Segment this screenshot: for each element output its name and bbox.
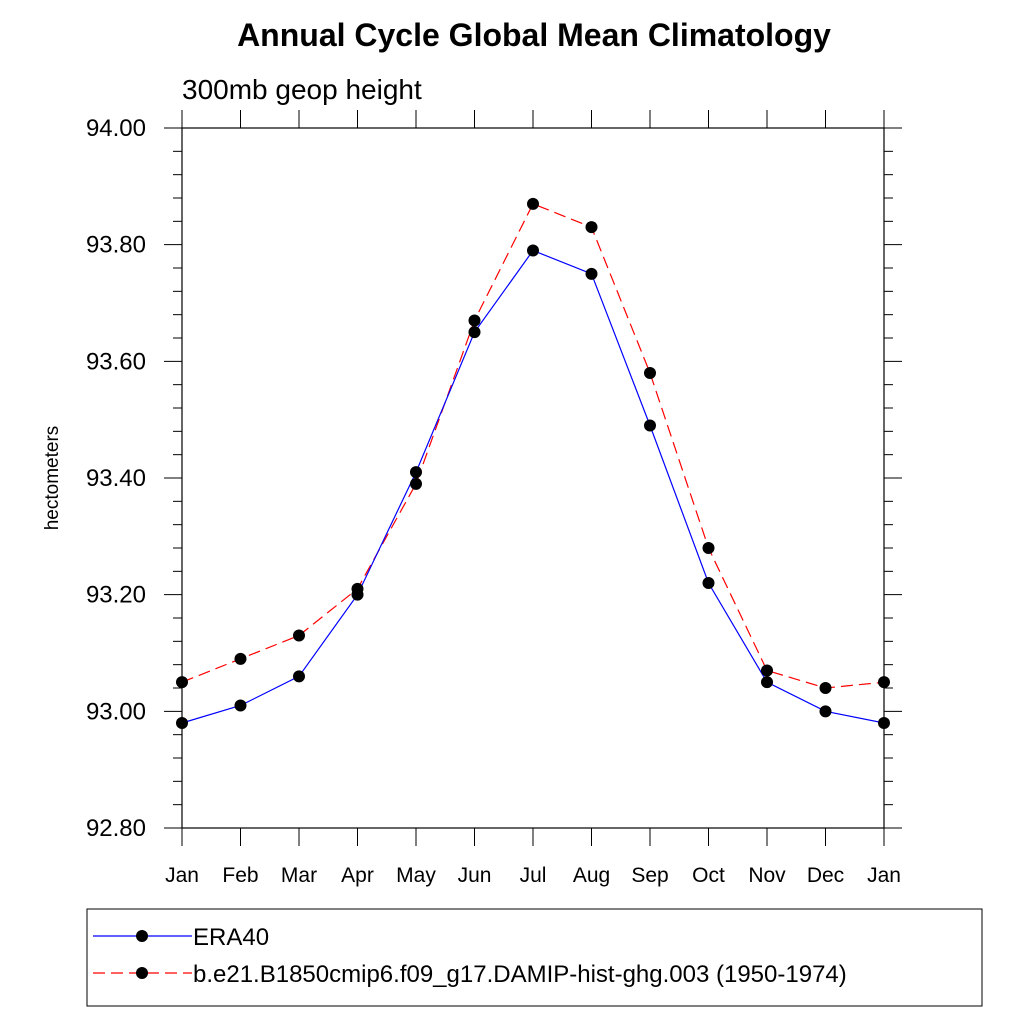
data-point-0 bbox=[878, 717, 890, 729]
legend-label-1: b.e21.B1850cmip6.f09_g17.DAMIP-hist-ghg.… bbox=[193, 961, 847, 988]
y-tick-label: 93.00 bbox=[86, 698, 146, 725]
plot-frame bbox=[181, 127, 885, 829]
data-point-1 bbox=[585, 221, 598, 234]
series-layer bbox=[176, 197, 890, 729]
legend-label-0: ERA40 bbox=[193, 924, 269, 951]
y-tick-label: 92.80 bbox=[86, 815, 146, 842]
data-point-1 bbox=[293, 629, 305, 642]
data-point-0 bbox=[293, 670, 305, 683]
y-tick-label: 94.00 bbox=[86, 115, 146, 142]
data-point-1 bbox=[234, 652, 247, 665]
chart-title: Annual Cycle Global Mean Climatology bbox=[237, 17, 831, 53]
data-point-0 bbox=[644, 419, 656, 432]
legend: ERA40 b.e21.B1850cmip6.f09_g17.DAMIP-hist… bbox=[93, 924, 847, 988]
x-tick-label: Apr bbox=[341, 864, 374, 887]
x-tick-label: Oct bbox=[692, 864, 725, 887]
x-tick-label: Jan bbox=[165, 864, 199, 887]
x-tick-label: Sep bbox=[631, 864, 668, 887]
data-point-0 bbox=[585, 267, 598, 280]
x-tick-label: Nov bbox=[748, 864, 786, 887]
legend-marker-0 bbox=[136, 930, 148, 942]
x-tick-label: Mar bbox=[281, 864, 317, 887]
data-point-0 bbox=[234, 699, 247, 712]
x-tick-label: Feb bbox=[222, 864, 258, 887]
y-axis-label: hectometers bbox=[42, 426, 63, 531]
data-point-0 bbox=[410, 466, 422, 479]
series-line-1 bbox=[181, 203, 885, 689]
data-point-0 bbox=[176, 717, 188, 729]
data-point-0 bbox=[819, 705, 832, 718]
axis-ticks: 92.80 93.00 93.20 93.40 93.60 93.80 94.00 Jan Fe… bbox=[86, 110, 902, 887]
legend-marker-1 bbox=[136, 967, 148, 979]
data-point-1 bbox=[702, 542, 715, 554]
y-tick-label: 93.60 bbox=[86, 348, 146, 375]
chart-subtitle: 300mb geop height bbox=[182, 74, 422, 105]
data-point-0 bbox=[468, 326, 481, 339]
data-point-0 bbox=[702, 577, 715, 589]
y-tick-label: 93.40 bbox=[86, 465, 146, 492]
x-tick-label: May bbox=[396, 864, 436, 887]
series-line-0 bbox=[181, 249, 885, 724]
data-point-1 bbox=[468, 314, 481, 327]
data-point-1 bbox=[527, 197, 539, 210]
x-tick-label: Jan bbox=[867, 864, 901, 887]
data-point-0 bbox=[527, 244, 539, 257]
data-point-0 bbox=[761, 676, 773, 689]
x-tick-label: Jun bbox=[458, 864, 492, 887]
data-point-1 bbox=[761, 664, 773, 677]
data-point-1 bbox=[819, 682, 832, 694]
data-point-1 bbox=[644, 367, 656, 379]
x-tick-label: Dec bbox=[807, 864, 844, 887]
data-point-0 bbox=[351, 588, 364, 601]
y-tick-label: 93.20 bbox=[86, 582, 146, 609]
data-point-1 bbox=[410, 477, 422, 490]
x-tick-label: Aug bbox=[573, 864, 610, 887]
data-point-1 bbox=[878, 676, 890, 689]
x-tick-label: Jul bbox=[520, 864, 547, 887]
y-tick-label: 93.80 bbox=[86, 232, 146, 259]
data-point-1 bbox=[176, 676, 188, 689]
legend-box bbox=[86, 908, 983, 1007]
